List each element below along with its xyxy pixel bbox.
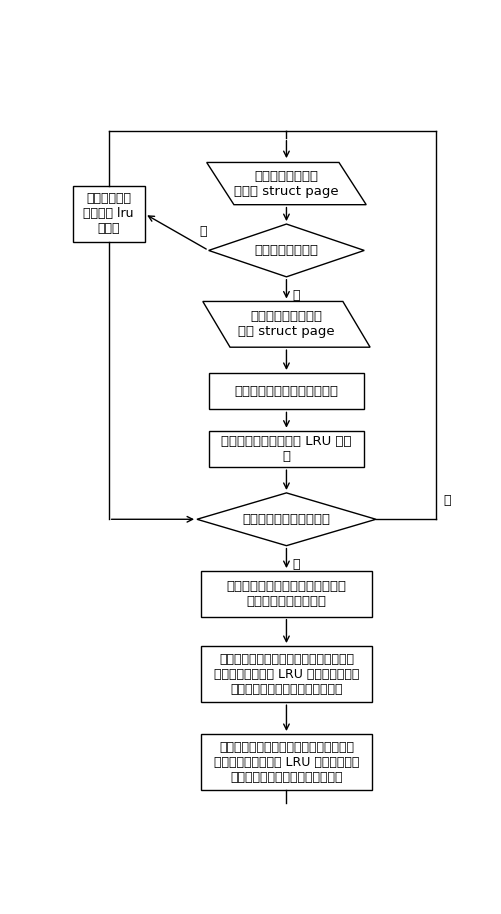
Text: 读入一个页面对应
的主机 struct page: 读入一个页面对应 的主机 struct page: [233, 170, 338, 197]
Polygon shape: [196, 493, 375, 546]
Text: 根据所确定的回收类型，从其在活跃页面
集合中对应的虚拟 LRU 链表中取出一定
数量页面添加到不活跃页面集合中: 根据所确定的回收类型，从其在活跃页面 集合中对应的虚拟 LRU 链表中取出一定 …: [213, 653, 358, 696]
Polygon shape: [206, 163, 366, 205]
Bar: [208, 373, 364, 409]
Bar: [208, 430, 364, 467]
Text: 否: 否: [442, 494, 450, 506]
Text: 将页面添加到相应虚拟 LRU 链表
中: 将页面添加到相应虚拟 LRU 链表 中: [221, 435, 351, 462]
Text: 根据所确定的回收类型，从其在不活跃页
面集合中对应的虚拟 LRU 链表中取出一
定数量页面，然后将这些页面回收: 根据所确定的回收类型，从其在不活跃页 面集合中对应的虚拟 LRU 链表中取出一 …: [213, 740, 358, 783]
Bar: [73, 186, 144, 242]
Text: 读入该页面对应的客
户机 struct page: 读入该页面对应的客 户机 struct page: [237, 311, 334, 338]
Text: 是: 是: [292, 290, 299, 303]
Text: 将页面添加到
相应虚拟 lru
链表中: 将页面添加到 相应虚拟 lru 链表中: [83, 192, 134, 235]
Text: 是: 是: [292, 558, 299, 571]
Text: 根据各个类型页面数量及回收模型
确定当前回收页面类型: 根据各个类型页面数量及回收模型 确定当前回收页面类型: [226, 579, 346, 608]
Bar: [200, 734, 371, 791]
Polygon shape: [208, 224, 364, 277]
Text: 分析该页面在客户机中的类型: 分析该页面在客户机中的类型: [234, 385, 338, 398]
Text: 系统空闲页面数低于阀值: 系统空闲页面数低于阀值: [242, 513, 330, 526]
Text: 否: 否: [199, 225, 206, 238]
Text: 该页面属于客户机: 该页面属于客户机: [254, 244, 318, 257]
Bar: [200, 646, 371, 702]
Polygon shape: [202, 302, 369, 347]
Bar: [200, 571, 371, 617]
